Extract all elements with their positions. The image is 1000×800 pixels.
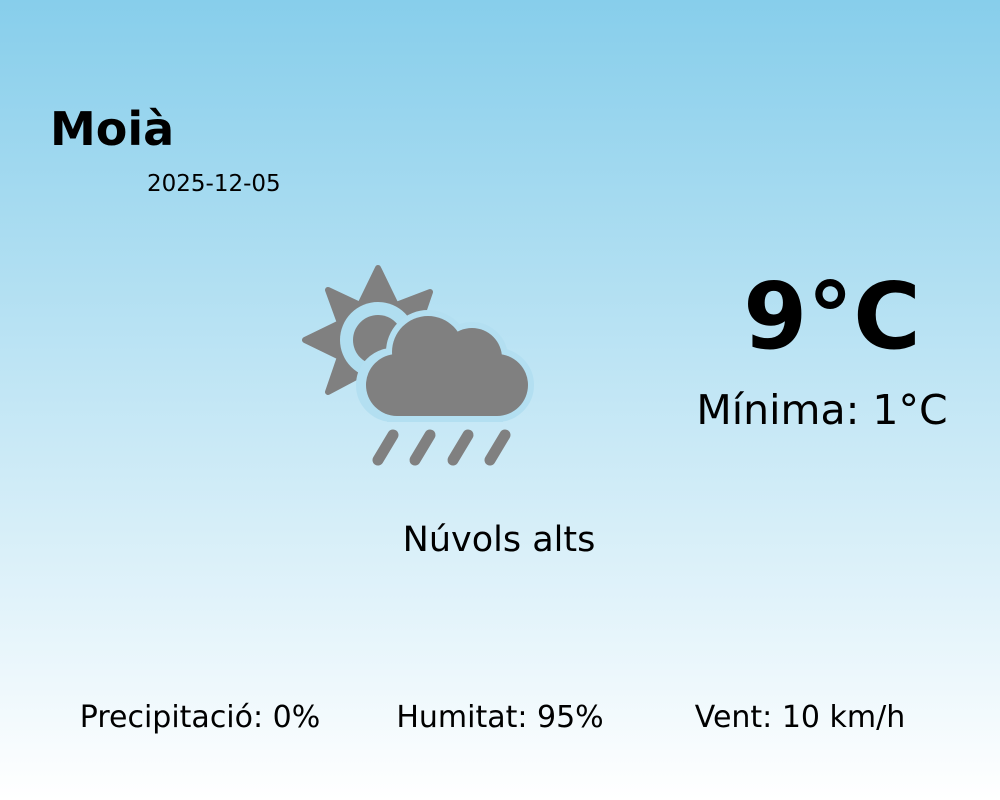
city-name: Moià	[50, 102, 175, 156]
precipitation-stat: Precipitació: 0%	[79, 700, 321, 735]
forecast-date: 2025-12-05	[147, 171, 281, 197]
weather-condition: Núvols alts	[402, 520, 596, 560]
current-temperature: 9°C	[743, 263, 921, 370]
wind-stat: Vent: 10 km/h	[694, 700, 906, 735]
humidity-stat: Humitat: 95%	[396, 700, 604, 735]
minimum-temperature: Mínima: 1°C	[696, 386, 948, 434]
rain-drops-icon	[372, 429, 511, 466]
